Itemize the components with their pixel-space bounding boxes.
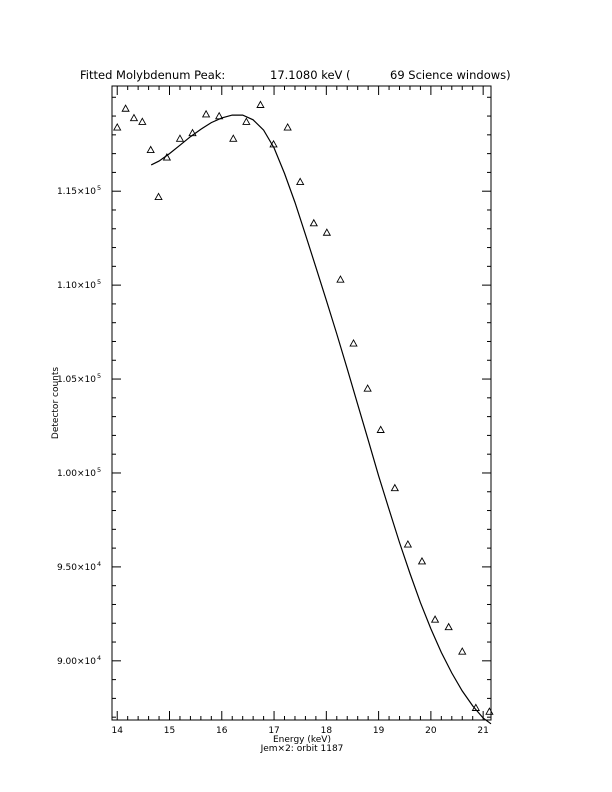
data-point bbox=[390, 483, 399, 492]
y-tick-exponent: 4 bbox=[97, 654, 101, 662]
title-energy: 17.1080 keV ( bbox=[270, 68, 351, 82]
data-point bbox=[269, 139, 278, 148]
data-point bbox=[256, 100, 265, 108]
data-point bbox=[162, 153, 172, 161]
y-tick-exponent: 5 bbox=[97, 278, 101, 286]
y-tick-label: 1.00×10 bbox=[57, 469, 96, 479]
y-axis-label: Detector counts bbox=[51, 367, 61, 439]
data-point bbox=[336, 275, 345, 283]
data-point bbox=[154, 192, 163, 201]
x-tick-label: 18 bbox=[321, 726, 333, 736]
data-point bbox=[201, 109, 211, 118]
data-point bbox=[376, 425, 385, 433]
data-point bbox=[471, 703, 481, 711]
data-point bbox=[242, 117, 251, 125]
data-point bbox=[349, 339, 358, 347]
data-point bbox=[229, 134, 238, 142]
y-tick-label: 1.10×10 bbox=[57, 281, 96, 291]
y-tick-label: 9.50×10 bbox=[57, 563, 96, 573]
x-ticks: 14 15 16 17 18 19 20 21 bbox=[112, 86, 489, 736]
data-point bbox=[322, 228, 332, 236]
x-tick-label: 17 bbox=[268, 726, 279, 736]
x-tick-label: 21 bbox=[477, 726, 488, 736]
data-point bbox=[146, 145, 155, 154]
data-point bbox=[215, 111, 224, 120]
data-points bbox=[113, 100, 494, 715]
data-point bbox=[444, 622, 453, 631]
data-point bbox=[121, 104, 130, 112]
data-point bbox=[485, 707, 494, 715]
x-tick-label: 14 bbox=[112, 726, 124, 736]
title-windows: 69 Science windows) bbox=[390, 68, 511, 82]
data-point bbox=[188, 128, 197, 137]
data-point bbox=[309, 218, 318, 227]
y-tick-label: 1.05×10 bbox=[57, 375, 96, 385]
data-point bbox=[296, 177, 305, 185]
fit-curve bbox=[150, 114, 492, 725]
data-point bbox=[363, 384, 372, 392]
x-tick-label: 19 bbox=[373, 726, 385, 736]
y-ticks: 9.00×10 49.50×10 41.00×10 51.05×10 51.10×10 5… bbox=[57, 96, 491, 718]
x-tick-label: 20 bbox=[425, 726, 437, 736]
x-tick-label: 15 bbox=[164, 726, 175, 736]
x-tick-label: 16 bbox=[216, 726, 228, 736]
y-tick-exponent: 4 bbox=[97, 560, 101, 568]
data-point bbox=[417, 556, 427, 565]
y-tick-exponent: 5 bbox=[97, 466, 101, 474]
x-axis-label: Energy (keV) bbox=[273, 735, 331, 745]
y-tick-label: 9.00×10 bbox=[57, 657, 96, 667]
data-point bbox=[113, 123, 122, 131]
data-point bbox=[138, 117, 147, 125]
data-point bbox=[458, 647, 467, 655]
data-point bbox=[283, 123, 292, 131]
data-point bbox=[129, 113, 139, 122]
data-point bbox=[403, 540, 413, 548]
data-point bbox=[175, 134, 185, 142]
footer-label: Jem×2: orbit 1187 bbox=[260, 744, 344, 754]
plot-frame bbox=[111, 85, 492, 721]
y-tick-label: 1.15×10 bbox=[57, 187, 96, 197]
title-label: Fitted Molybdenum Peak: bbox=[80, 68, 225, 82]
y-tick-exponent: 5 bbox=[97, 372, 101, 380]
y-tick-exponent: 5 bbox=[97, 184, 101, 192]
data-point bbox=[430, 615, 440, 623]
